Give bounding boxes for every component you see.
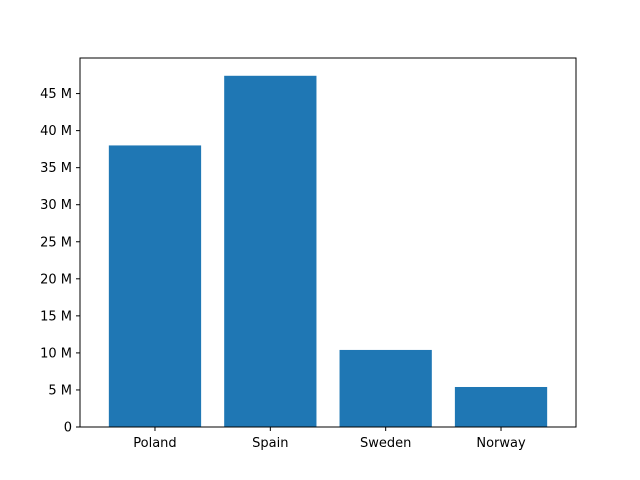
y-tick-label: 20 M [40,272,72,287]
bars-layer [108,75,548,428]
x-tick-label: Norway [476,436,526,451]
bar-norway [454,386,548,427]
y-tick-label: 0 [64,421,72,436]
bar-sweden [339,349,432,427]
bar-spain [224,75,317,427]
x-tick-label: Sweden [360,436,411,451]
y-tick-label: 35 M [40,161,72,176]
x-tick-label: Spain [252,436,288,451]
y-tick-label: 30 M [40,198,72,213]
y-tick-label: 15 M [40,309,72,324]
bar-poland [108,145,202,428]
y-tick-label: 10 M [40,346,72,361]
y-tick-label: 40 M [40,124,72,139]
y-tick-label: 45 M [40,87,72,102]
axes-layer [79,57,577,428]
plot-frame [79,57,577,428]
y-tick-label: 25 M [40,235,72,250]
ticks-layer: Poland Spain Sweden Norway 0 5 M 10 M 15 M 20 M 2… [40,87,526,451]
y-tick-label: 5 M [48,383,72,398]
x-tick-label: Poland [133,436,176,451]
